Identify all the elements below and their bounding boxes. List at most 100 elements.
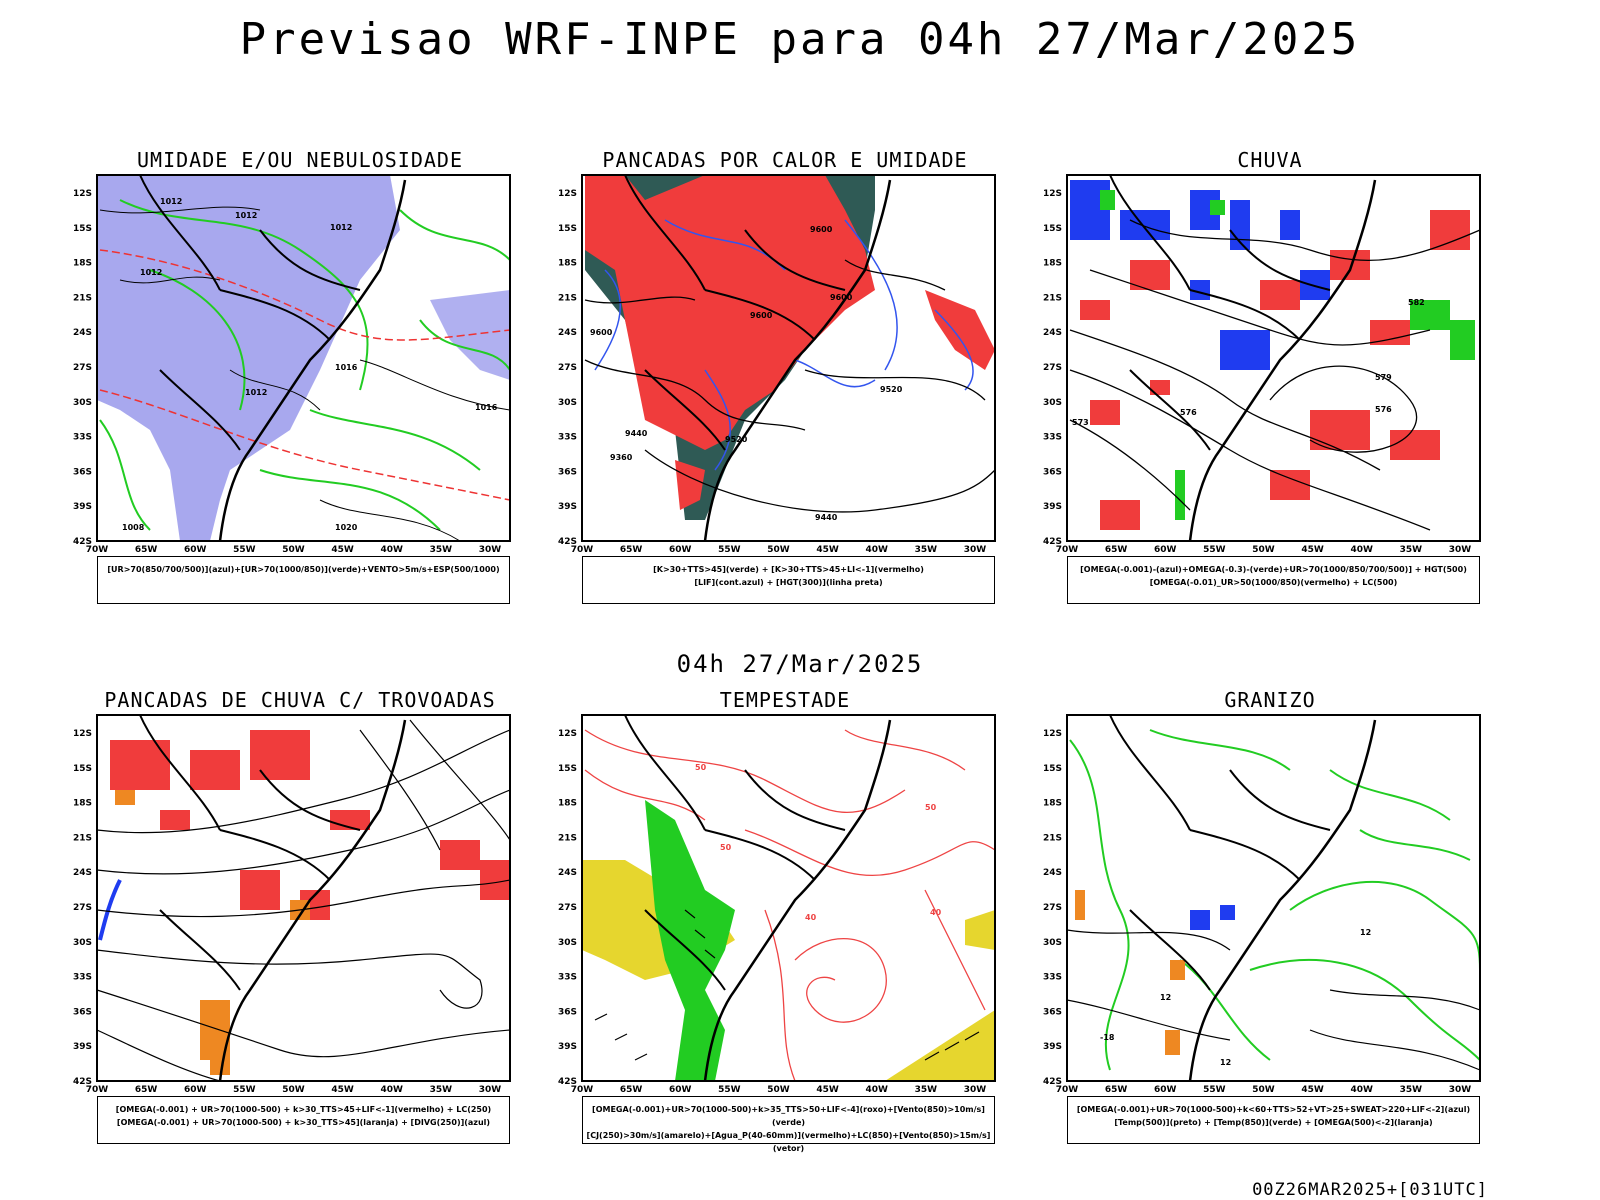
lat-tick-label: 27S [558, 903, 577, 913]
coastline [703, 719, 892, 1082]
lon-axis: 70W 65W 60W 55W 50W 45W 40W 35W 30W [86, 536, 501, 555]
lon-tick-label: 60W [184, 1085, 207, 1095]
lat-tick-label: 15S [558, 764, 577, 774]
run-footer: 00Z26MAR2025+[031UTC] [1252, 1180, 1488, 1200]
lon-tick-label: 55W [233, 1085, 256, 1095]
lon-tick-label: 65W [1105, 1085, 1128, 1095]
lon-tick-label: 55W [718, 545, 741, 555]
lon-tick-label: 65W [135, 545, 158, 555]
panel-legend: [OMEGA(-0.001) + UR>70(1000-500) + k>30_… [97, 1096, 510, 1144]
lat-tick-label: 15S [558, 224, 577, 234]
lat-tick-label: 30S [1043, 938, 1062, 948]
hail-orange-patches [1075, 890, 1185, 1055]
thunder-red-patches [110, 730, 510, 920]
lon-tick-label: 40W [381, 1085, 404, 1095]
wind-vectors [594, 909, 980, 1061]
legend-line: [OMEGA(-0.001)+UR>70(1000-500)+k>35_TTS>… [592, 1105, 985, 1127]
lat-tick-label: 30S [558, 398, 577, 408]
lat-tick-label: 18S [558, 799, 577, 809]
lon-tick-label: 60W [1154, 545, 1177, 555]
lon-tick-label: 50W [767, 1085, 790, 1095]
legend-line: [CJ(250)>30m/s](amarelo)+[Agua_P(40-60mm… [586, 1131, 991, 1153]
legend-line: [LIF](cont.azul) + [HGT(300)](linha pret… [694, 578, 883, 587]
lat-tick-label: 15S [1043, 764, 1062, 774]
lon-tick-label: 60W [184, 545, 207, 555]
contour-label: 1012 [235, 211, 257, 220]
contour-label: 9440 [625, 429, 648, 438]
thickness-red-dashed [99, 249, 511, 501]
lon-tick-label: 65W [620, 1085, 643, 1095]
lon-tick-label: 50W [767, 545, 790, 555]
hgt500-contours [1069, 219, 1481, 531]
k-tts-li-red-region-3 [675, 460, 705, 510]
lat-axis: 12S 15S 18S 21S 24S 27S 30S 33S 36S 39S 42S [73, 729, 102, 1087]
contour-label: 1016 [335, 363, 358, 372]
lat-tick-label: 36S [1043, 467, 1062, 477]
contour-label: 9360 [610, 453, 633, 462]
lat-tick-label: 39S [1043, 1042, 1062, 1052]
lat-tick-label: 21S [73, 833, 92, 843]
lon-tick-label: 65W [135, 1085, 158, 1095]
lat-tick-label: 30S [73, 938, 92, 948]
lon-tick-label: 40W [381, 545, 404, 555]
lon-tick-label: 50W [282, 1085, 305, 1095]
lon-tick-label: 70W [86, 1085, 109, 1095]
lon-tick-label: 55W [718, 1085, 741, 1095]
legend-line: [OMEGA(-0.001)-(azul)+OMEGA(-0.3)-(verde… [1080, 565, 1467, 574]
lat-tick-label: 27S [558, 363, 577, 373]
lat-tick-label: 42S [73, 537, 92, 547]
lat-axis: 12S 15S 18S 21S 24S 27S 30S 33S 36S 39S 42S [558, 189, 587, 547]
streamlines-250 [96, 719, 511, 1082]
lat-tick-label: 33S [73, 973, 92, 983]
contour-label: 573 [1072, 418, 1089, 427]
panel-umidade: UMIDADE E/OU NEBULOSIDADE 12S 15S 18S 21S 24… [60, 148, 540, 618]
contour-label: 40 [930, 908, 942, 917]
page-title: Previsao WRF-INPE para 04h 27/Mar/2025 [239, 14, 1361, 65]
lat-tick-label: 30S [1043, 398, 1062, 408]
lon-tick-label: 70W [571, 545, 594, 555]
lat-tick-label: 15S [73, 224, 92, 234]
contour-label: 12 [1160, 993, 1171, 1002]
lat-tick-label: 24S [558, 328, 577, 338]
lat-tick-label: 24S [73, 328, 92, 338]
contour-label: 1012 [140, 268, 162, 277]
lon-tick-label: 30W [1449, 1085, 1472, 1095]
panel-legend: [OMEGA(-0.001)+UR>70(1000-500)+k<60+TTS>… [1067, 1096, 1480, 1144]
coastline [703, 179, 892, 542]
hail-blue-patches [1190, 905, 1235, 930]
contour-label: -18 [1100, 1033, 1115, 1042]
thunder-orange-patches [115, 790, 310, 1075]
lat-tick-label: 33S [558, 973, 577, 983]
contour-label: 576 [1180, 408, 1197, 417]
panel-legend: [OMEGA(-0.001)+UR>70(1000-500)+k>35_TTS>… [582, 1096, 995, 1153]
temp850-green-contours [1069, 729, 1481, 1071]
lon-axis: 70W 65W 60W 55W 50W 45W 40W 35W 30W [1056, 536, 1471, 555]
lat-tick-label: 42S [558, 1077, 577, 1087]
lat-tick-label: 36S [1043, 1007, 1062, 1017]
lat-tick-label: 39S [558, 502, 577, 512]
contour-label: 12 [1360, 928, 1371, 937]
lon-tick-label: 35W [430, 1085, 453, 1095]
lat-tick-label: 27S [73, 363, 92, 373]
contour-label: 50 [695, 763, 707, 772]
lat-tick-label: 12S [1043, 189, 1062, 199]
map-trovoadas: 12S 15S 18S 21S 24S 27S 30S 33S 36S 39S 42S 70W 65W… [73, 714, 511, 1095]
map-chuva: 12S 15S 18S 21S 24S 27S 30S 33S 36S 39S 42S 70W 65W… [1043, 174, 1481, 555]
contour-label: 1020 [335, 523, 358, 532]
lon-tick-label: 65W [620, 545, 643, 555]
lat-tick-label: 39S [558, 1042, 577, 1052]
legend-line: [Temp(500)](preto) + [Temp(850)](verde) … [1114, 1118, 1433, 1127]
jet-yellow-region-2 [965, 910, 995, 950]
contour-labels: 9600 9600 9600 9520 9520 9440 9440 9360 … [590, 225, 903, 522]
panel-title: PANCADAS POR CALOR E UMIDADE [602, 148, 968, 172]
contour-label: 50 [720, 843, 732, 852]
contour-labels: 576 573 582 576 579 [1072, 298, 1425, 427]
lat-tick-label: 33S [1043, 433, 1062, 443]
mid-time-label: 04h 27/Mar/2025 [676, 650, 924, 678]
lon-tick-label: 45W [1301, 1085, 1324, 1095]
lon-tick-label: 35W [915, 1085, 938, 1095]
lon-axis: 70W 65W 60W 55W 50W 45W 40W 35W 30W [86, 1076, 501, 1095]
lat-tick-label: 36S [73, 467, 92, 477]
contour-label: 9440 [815, 513, 838, 522]
lon-tick-label: 70W [86, 545, 109, 555]
